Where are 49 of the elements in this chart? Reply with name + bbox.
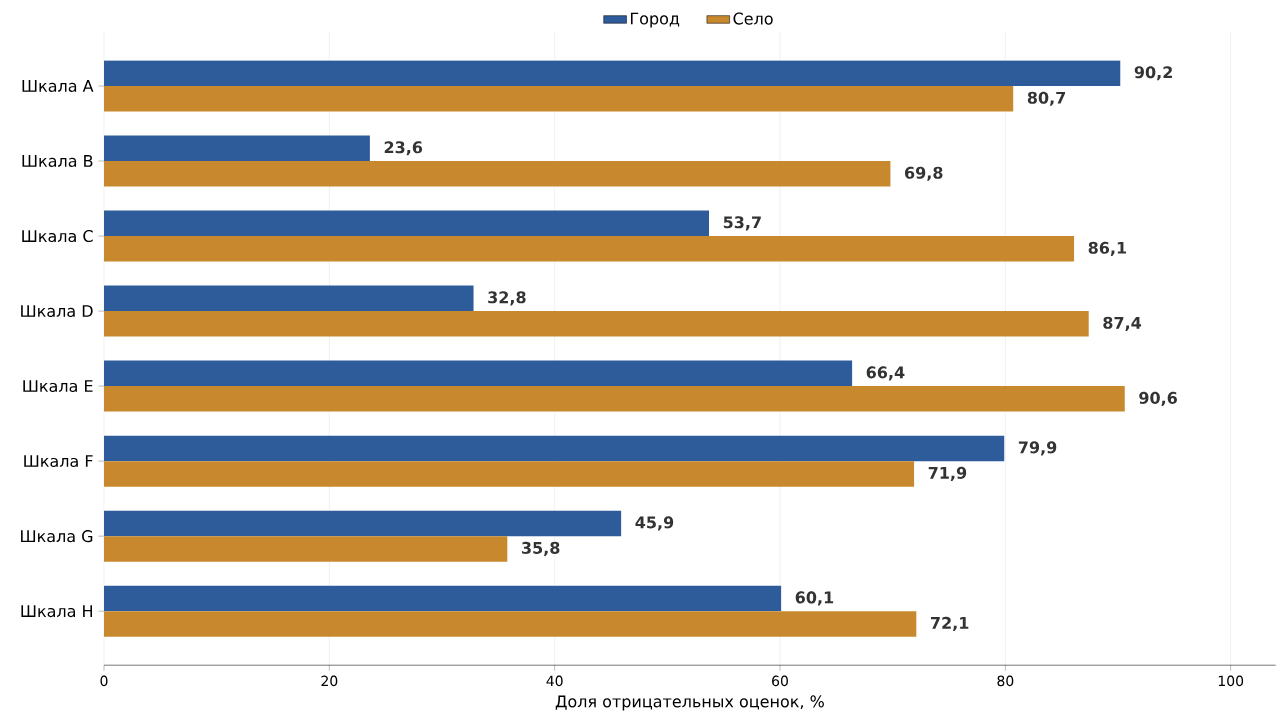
- data-label: 80,7: [1027, 91, 1066, 106]
- y-tick-label: Шкала F: [24, 455, 93, 468]
- data-label: 35,8: [522, 541, 560, 557]
- data-label: 53,7: [723, 216, 761, 231]
- data-label: 87,4: [1103, 316, 1142, 331]
- bar: [103, 135, 370, 162]
- data-label: 79,9: [1018, 441, 1057, 456]
- y-tick-label: Шкала B: [22, 155, 93, 167]
- data-label: 66,4: [866, 366, 905, 381]
- data-label: 69,8: [905, 166, 943, 181]
- x-tick-label: 0: [100, 675, 108, 687]
- x-tick-label: 40: [546, 675, 563, 687]
- bar: [103, 86, 1014, 112]
- data-label: 23,6: [384, 141, 423, 156]
- y-tick-label: Шкала G: [21, 530, 93, 543]
- bar: [103, 611, 917, 637]
- bar: [103, 435, 1005, 462]
- x-tick-label: 60: [772, 675, 788, 687]
- bar: [103, 461, 915, 487]
- bar: [103, 236, 1075, 262]
- bar: [103, 161, 891, 187]
- bar: [103, 585, 782, 612]
- bar: [103, 60, 1121, 87]
- x-tick-label: 100: [1218, 675, 1244, 687]
- data-label: 60,1: [795, 591, 834, 606]
- x-tick-label: 20: [321, 675, 338, 687]
- y-tick-label: Шкала E: [23, 380, 93, 393]
- bar: [103, 536, 508, 562]
- y-tick-label: Шкала A: [22, 80, 94, 92]
- legend-label: Город: [630, 12, 680, 28]
- data-label: 86,1: [1088, 241, 1127, 256]
- bar: [103, 386, 1125, 412]
- data-label: 71,9: [928, 466, 967, 481]
- data-label: 90,2: [1134, 66, 1172, 81]
- legend-label: Село: [733, 12, 773, 25]
- data-label: 90,6: [1139, 391, 1177, 406]
- y-tick-label: Шкала D: [21, 305, 93, 318]
- bar: [103, 360, 853, 387]
- data-label: 72,1: [930, 616, 969, 632]
- x-axis-title: Доля отрицательных оценок, %: [555, 695, 824, 711]
- y-tick-label: Шкала C: [22, 230, 93, 243]
- x-tick-label: 80: [997, 675, 1014, 687]
- data-label: 32,8: [488, 291, 526, 306]
- bar: [103, 311, 1089, 337]
- y-tick-label: Шкала H: [21, 605, 92, 618]
- bar: [103, 510, 622, 537]
- bar: [103, 285, 474, 312]
- bar: [103, 210, 710, 237]
- data-label: 45,9: [635, 516, 674, 531]
